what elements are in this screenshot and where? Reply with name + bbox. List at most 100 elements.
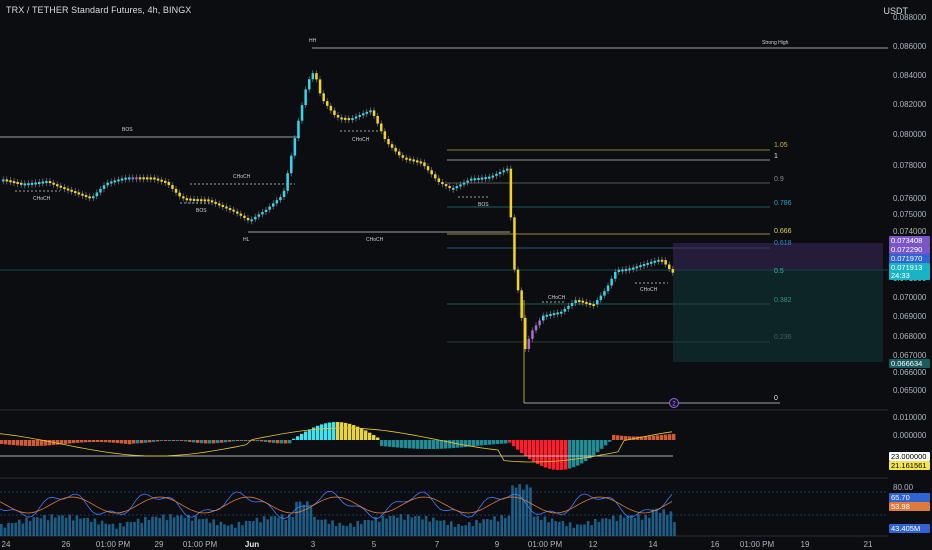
symbol-title[interactable]: TRX / TETHER Standard Futures, 4h, BINGX [6, 5, 192, 15]
macd-bar [280, 440, 284, 444]
candle [538, 320, 541, 326]
candle [480, 177, 484, 180]
volume-bar [658, 512, 662, 536]
macd-bar [488, 440, 492, 445]
macd-bar [36, 440, 40, 446]
volume-bar [277, 517, 280, 536]
time-tick: 01:00 PM [182, 540, 218, 549]
macd-bar [588, 440, 592, 459]
candle [113, 180, 117, 183]
volume-bar [597, 521, 601, 536]
volume-bar [169, 514, 172, 536]
volume-bar [327, 523, 331, 536]
volume-bar [601, 518, 604, 536]
volume-bar [252, 521, 255, 536]
price-tick: 0.075000 [893, 210, 927, 219]
candle [146, 177, 149, 180]
candle [257, 214, 261, 217]
macd-bar [308, 429, 312, 440]
bos-label-1: BOS [122, 127, 133, 133]
candle [178, 192, 181, 197]
macd-bar [580, 440, 584, 464]
volume-bar [572, 527, 575, 536]
candle [142, 177, 145, 180]
volume-bar [381, 515, 385, 536]
candle [210, 200, 214, 203]
volume-bar [32, 517, 35, 536]
macd-bar [436, 440, 440, 449]
volume-bar [633, 517, 637, 536]
macd-bar [116, 440, 120, 444]
macd-bar [568, 440, 572, 469]
macd-bar [524, 440, 528, 457]
candle [466, 180, 469, 183]
fib-05: 0.5 [774, 268, 784, 275]
event-marker-icon[interactable] [669, 398, 679, 408]
reward-zone[interactable] [673, 270, 883, 362]
macd-bar [500, 440, 504, 444]
volume-bar [313, 516, 316, 536]
candle [12, 181, 16, 184]
macd-bar [108, 440, 112, 443]
volume-bar [450, 521, 453, 536]
candle [513, 217, 516, 270]
macd-bar [204, 440, 208, 444]
macd-bar [48, 440, 52, 446]
volume-bar [309, 507, 313, 536]
macd-bar [364, 430, 368, 440]
candle [383, 131, 387, 140]
volume-bar [457, 523, 460, 536]
macd-bar [288, 440, 292, 444]
candle [117, 179, 120, 182]
volume-bar [662, 509, 665, 536]
volume-bar [586, 521, 590, 536]
volume-bar [46, 520, 50, 536]
volume-bar [464, 525, 467, 536]
macd-bar [464, 440, 468, 448]
macd-bar [248, 440, 252, 441]
price-tick: 0.068000 [893, 332, 927, 341]
volume-bar [460, 525, 464, 536]
volume-bar [453, 526, 457, 536]
volume-bar [136, 518, 140, 536]
candles [2, 70, 675, 403]
macd-bar [276, 440, 280, 444]
macd-bar [352, 425, 356, 440]
candle [203, 199, 207, 202]
macd-bar [540, 440, 544, 466]
volume-bar [576, 524, 579, 536]
candle [394, 147, 397, 152]
volume-bar [558, 521, 561, 536]
macd-bar [332, 422, 336, 440]
candle [236, 211, 239, 214]
volume-bar [522, 489, 525, 536]
volume-bar [583, 524, 586, 536]
price-tick: 0.069000 [893, 312, 927, 321]
candle [614, 271, 617, 279]
candle [351, 118, 354, 121]
volume-bar [43, 514, 46, 536]
macd-signal-line [0, 427, 673, 463]
candle [308, 79, 311, 90]
candle [66, 188, 70, 191]
volume-bar [295, 501, 298, 536]
volume-bar [385, 518, 388, 536]
candle [124, 177, 127, 180]
macd-bar [244, 440, 248, 441]
volume-bar [421, 519, 424, 536]
macd-bar [300, 433, 304, 440]
hh-label: HH [309, 38, 317, 44]
candle [221, 204, 225, 207]
risk-zone[interactable] [673, 243, 883, 270]
macd-bar [188, 440, 192, 442]
volume-bar [396, 517, 399, 536]
price-tick: 0.070000 [893, 293, 927, 302]
candle [596, 300, 599, 305]
candle [102, 185, 106, 189]
fib-0: 0 [774, 395, 778, 402]
macd-bar [360, 428, 364, 440]
candle [520, 290, 523, 318]
macd-bar [372, 435, 376, 440]
chart-canvas[interactable]: HH HL BOS BOS BOS CHoCH CHoCH CHoCH CHoC… [0, 0, 888, 550]
